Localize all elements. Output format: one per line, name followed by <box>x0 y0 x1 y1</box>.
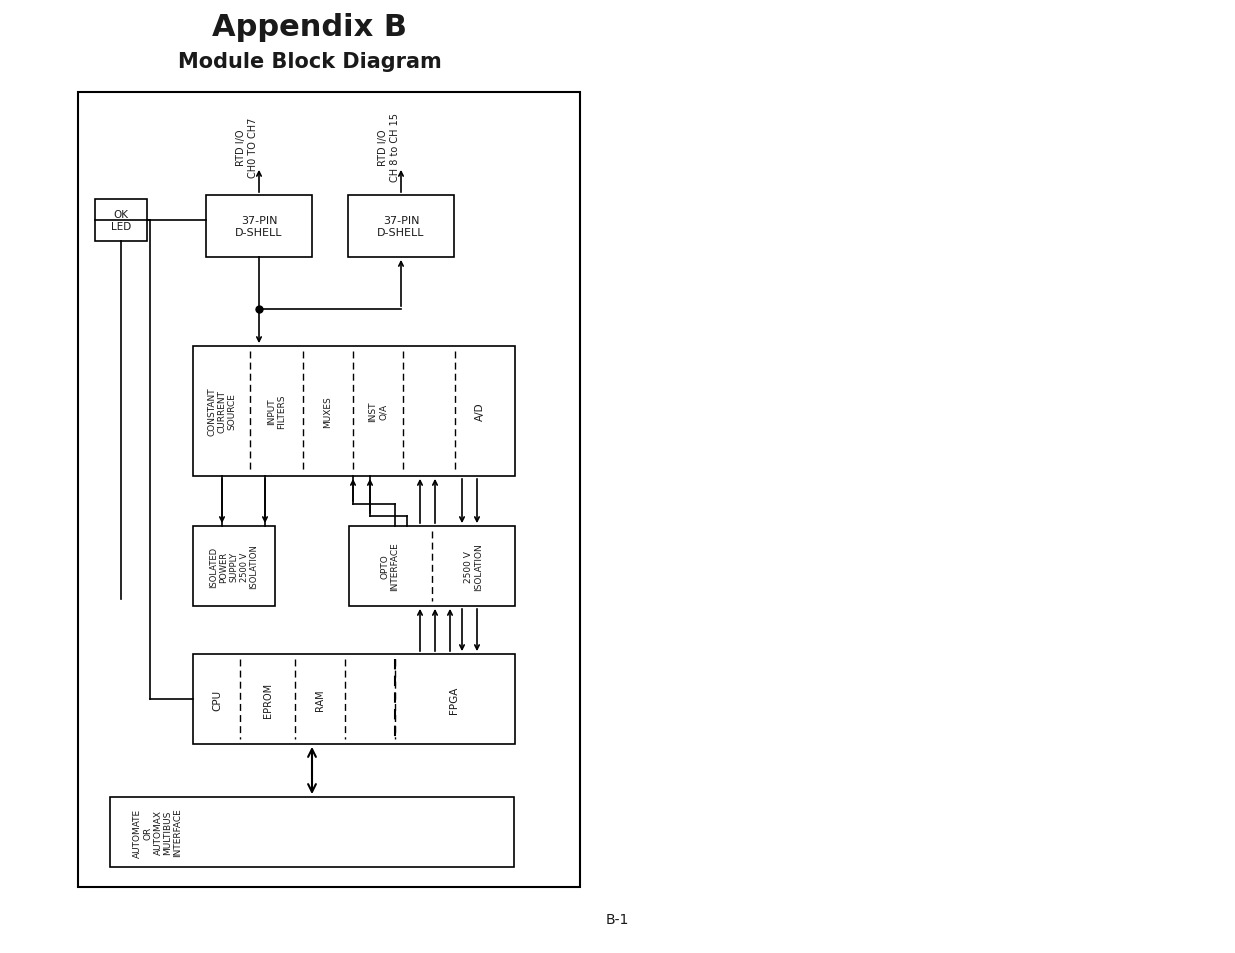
Text: MUXES: MUXES <box>324 395 332 428</box>
Bar <box>350 526 515 606</box>
Text: FPGA: FPGA <box>450 685 459 713</box>
Bar <box>78 92 580 887</box>
Bar <box>95 200 147 242</box>
Text: Module Block Diagram: Module Block Diagram <box>178 52 442 71</box>
Text: RAM: RAM <box>315 688 325 710</box>
Bar <box>193 347 515 476</box>
Text: 2500 V
ISOLATION: 2500 V ISOLATION <box>464 542 484 590</box>
Text: B-1: B-1 <box>605 912 629 926</box>
Text: AUTOMATE
OR
AUTOMAX
MULTIBUS
INTERFACE: AUTOMATE OR AUTOMAX MULTIBUS INTERFACE <box>133 807 183 857</box>
Text: INST
O/A: INST O/A <box>368 401 388 422</box>
Bar <box>193 655 515 744</box>
Text: CPU: CPU <box>212 689 222 710</box>
Text: ISOLATED
POWER
SUPPLY
2500 V
ISOLATION: ISOLATED POWER SUPPLY 2500 V ISOLATION <box>210 544 258 589</box>
Bar <box>193 526 275 606</box>
Text: 37-PIN
D-SHELL: 37-PIN D-SHELL <box>235 216 283 237</box>
Bar <box>348 195 454 257</box>
Text: 37-PIN
D-SHELL: 37-PIN D-SHELL <box>377 216 425 237</box>
Text: Appendix B: Appendix B <box>212 13 408 43</box>
Text: RTD I/O
CH 8 to CH 15: RTD I/O CH 8 to CH 15 <box>378 113 400 182</box>
Text: A/D: A/D <box>475 402 485 421</box>
Bar <box>206 195 312 257</box>
Text: OPTO
INTERFACE: OPTO INTERFACE <box>380 542 400 591</box>
Text: OK
LED: OK LED <box>111 211 131 232</box>
Text: INPUT
FILTERS: INPUT FILTERS <box>268 395 287 429</box>
Text: RTD I/O
CH0 TO CH7: RTD I/O CH0 TO CH7 <box>236 117 258 178</box>
Bar <box>110 797 514 867</box>
Text: EPROM: EPROM <box>263 681 273 717</box>
Text: CONSTANT
CURRENT
SOURCE: CONSTANT CURRENT SOURCE <box>207 387 237 436</box>
